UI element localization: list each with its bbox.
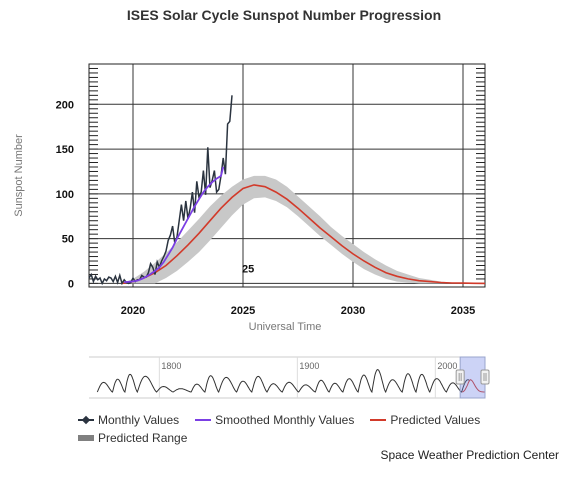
x-axis-title: Universal Time (249, 321, 322, 333)
monthly-line-dot-icon (78, 415, 94, 425)
navigator-tick-label: 2000 (437, 361, 457, 371)
y-tick-label: 200 (56, 99, 74, 111)
chart-title: ISES Solar Cycle Sunspot Number Progress… (126, 7, 442, 23)
navigator-tick-label: 1900 (299, 361, 319, 371)
legend-label-monthly: Monthly Values (98, 413, 180, 427)
navigator-predicted-line (462, 379, 485, 393)
plot-background (89, 64, 485, 287)
smoothed-line-icon (195, 415, 212, 425)
navigator-tick-label: 1800 (161, 361, 181, 371)
legend-row-2: Predicted Range (78, 429, 498, 447)
legend-label-smoothed: Smoothed Monthly Values (215, 413, 355, 427)
legend-item-monthly[interactable]: Monthly Values (78, 413, 179, 427)
x-tick-label: 2030 (341, 305, 365, 317)
credit-text: Space Weather Prediction Center (380, 448, 559, 462)
legend-label-predicted: Predicted Values (390, 413, 481, 427)
cycle-number-label: 25 (242, 264, 254, 276)
plot-border (88, 63, 486, 288)
legend-row-1: Monthly Values Smoothed Monthly Values P… (78, 411, 498, 429)
y-tick-label: 100 (56, 189, 74, 201)
y-tick-label: 50 (62, 234, 74, 246)
navigator-history-line (96, 369, 470, 394)
navigator-handle-right[interactable] (480, 369, 490, 385)
predicted-values-line[interactable] (121, 184, 486, 285)
main-plot-area[interactable]: 25 0 50 100 150 200 2020 2025 2030 2035 Universal … (13, 63, 486, 333)
x-tick-label: 2025 (231, 305, 255, 317)
legend-item-predicted[interactable]: Predicted Values (370, 413, 480, 427)
x-tick-label: 2035 (451, 305, 475, 317)
y-tick-label: 150 (56, 144, 74, 156)
legend-item-range[interactable]: Predicted Range (78, 431, 187, 445)
legend: Monthly Values Smoothed Monthly Values P… (78, 411, 498, 447)
y-tick-label: 0 (68, 278, 74, 290)
legend-item-smoothed[interactable]: Smoothed Monthly Values (195, 413, 354, 427)
range-navigator[interactable]: 1800 1900 2000 (89, 356, 490, 399)
predicted-line-icon (370, 415, 387, 425)
x-tick-label: 2020 (121, 305, 145, 317)
legend-label-range: Predicted Range (98, 431, 188, 445)
predicted-range-band[interactable] (122, 175, 485, 284)
monthly-values-line[interactable] (88, 95, 233, 286)
navigator-handle-left[interactable] (455, 369, 465, 385)
smoothed-values-line[interactable] (124, 166, 225, 283)
range-bar-icon (78, 433, 94, 443)
y-axis-title: Sunspot Number (13, 134, 25, 217)
